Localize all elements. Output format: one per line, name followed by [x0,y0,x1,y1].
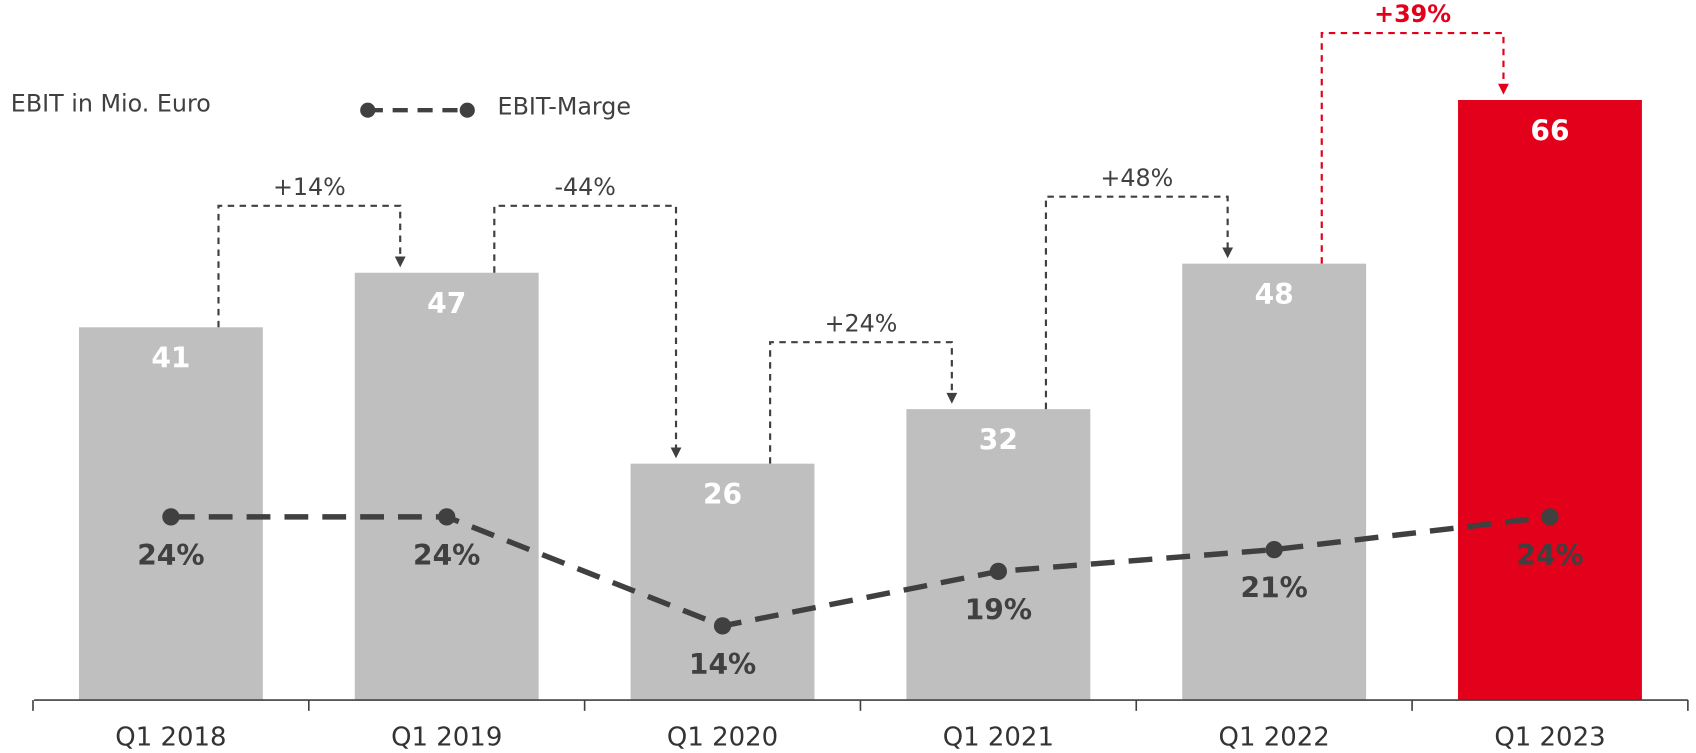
change-label: +48% [1100,164,1173,192]
y-axis-label: EBIT in Mio. Euro [11,89,211,117]
bar [354,272,539,701]
change-bracket [493,204,678,450]
bar [1458,100,1642,701]
bar-value-label: 32 [979,424,1018,457]
bar-value-label: 48 [1255,278,1294,311]
change-arrow [394,256,406,268]
change-arrow [670,447,682,459]
x-tick-label: Q1 2018 [115,722,226,752]
legend: EBIT-Marge [360,93,631,121]
x-tick-label: Q1 2023 [1494,722,1605,752]
line-value-label: 24% [1516,539,1583,572]
x-tick-label: Q1 2020 [667,722,778,752]
change-label: +24% [825,309,898,337]
line-series [170,514,1551,629]
bar [906,409,1091,701]
bar [1182,263,1367,701]
line-value-label: 24% [413,539,480,572]
change-bracket [769,341,953,464]
line-value-label: 24% [137,539,204,572]
bar-value-label: 26 [703,478,742,511]
bar-value-label: 41 [151,342,190,375]
legend-marker [360,102,376,118]
line-value-label: 19% [965,593,1032,626]
bar-value-label: 47 [427,287,466,320]
change-bracket [1044,195,1229,410]
change-label: +14% [273,173,346,201]
line-marker [989,562,1007,581]
change-bracket [217,204,402,328]
line-value-label: 14% [689,648,756,681]
line-marker [713,617,732,635]
x-tick-label: Q1 2021 [943,722,1054,752]
change-arrow [1498,83,1509,95]
legend-marker [459,102,475,118]
change-label: -44% [554,173,615,201]
change-label: +39% [1374,0,1451,28]
bar [630,463,815,701]
x-tick-label: Q1 2019 [391,722,502,752]
line-marker [438,508,456,526]
line-marker [162,508,180,526]
line-marker [1541,508,1559,526]
change-bracket [1320,31,1505,264]
line-value-label: 21% [1241,572,1308,605]
change-arrow [1222,247,1234,259]
legend-label: EBIT-Marge [498,93,631,121]
line-marker [1265,540,1283,559]
x-tick-label: Q1 2022 [1219,722,1330,752]
bar-value-label: 66 [1530,114,1569,147]
change-arrow [946,392,958,404]
